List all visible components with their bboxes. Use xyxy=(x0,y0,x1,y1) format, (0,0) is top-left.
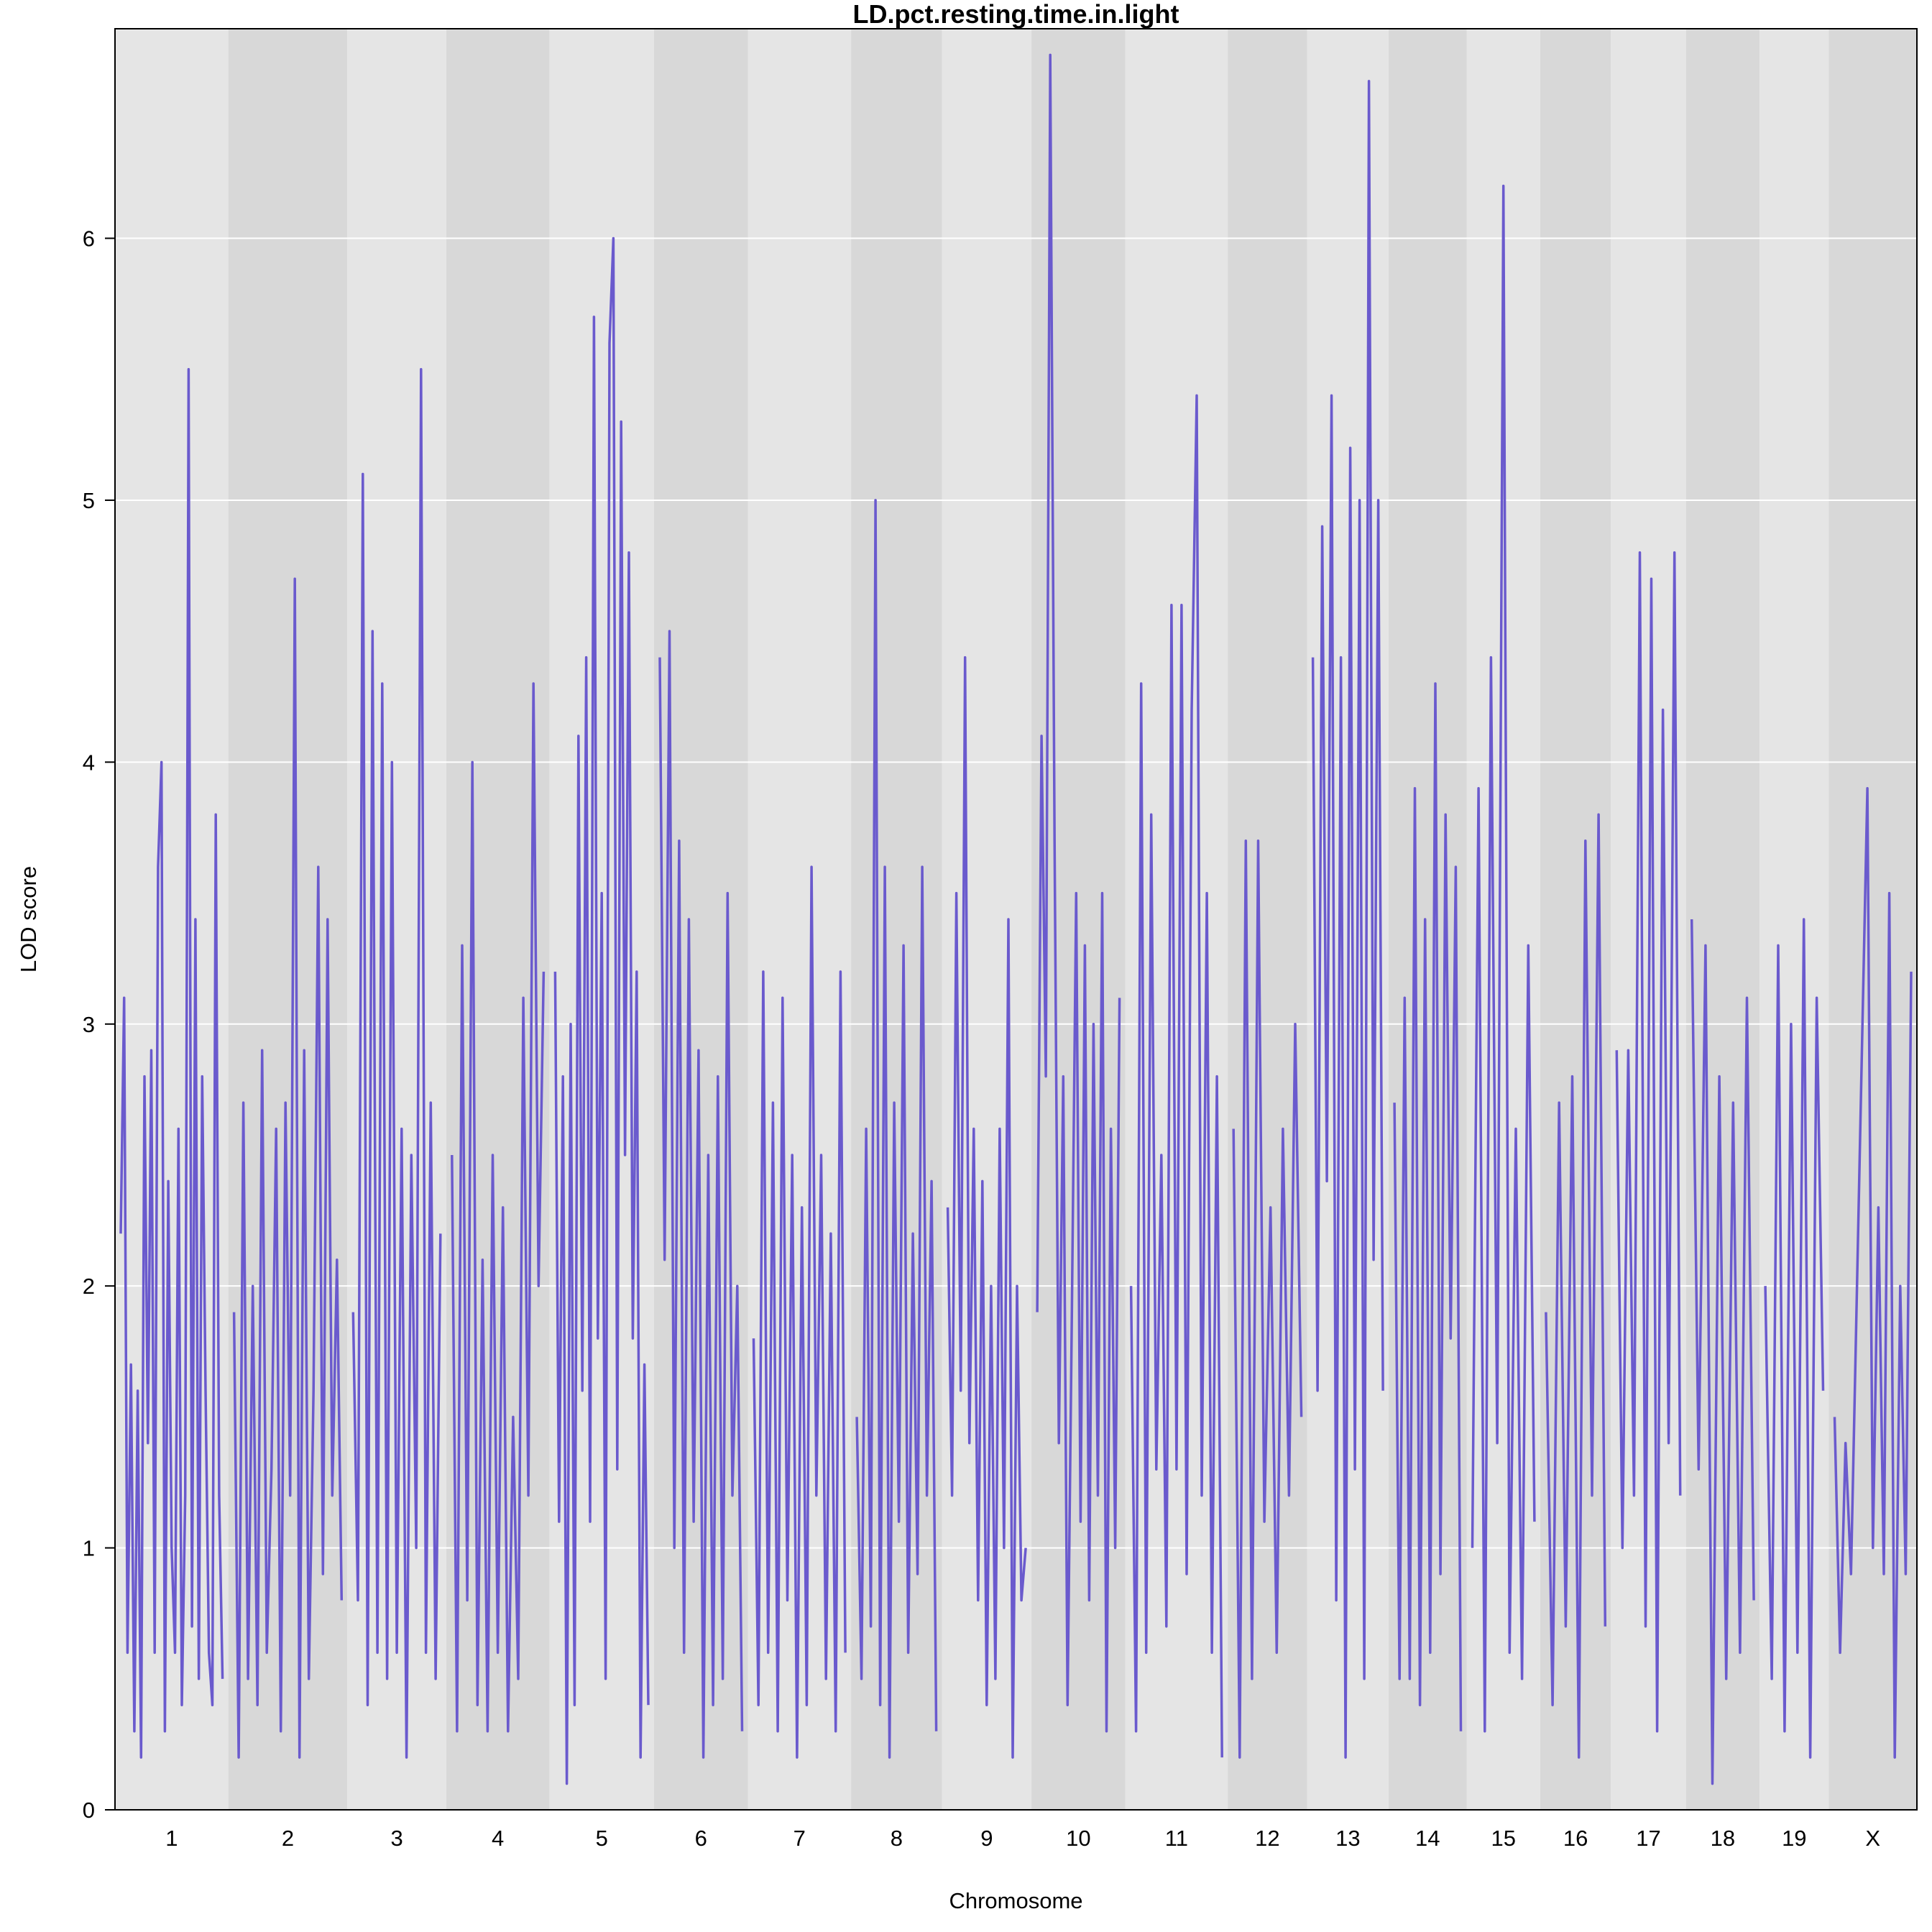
chromosome-band-12 xyxy=(1228,29,1307,1810)
x-tick-label-chr-18: 18 xyxy=(1711,1826,1735,1851)
lod-line-chr-18 xyxy=(1690,919,1755,1785)
y-tick-label: 6 xyxy=(83,226,95,252)
x-tick-label-chr-10: 10 xyxy=(1066,1826,1090,1851)
x-tick-label-chr-17: 17 xyxy=(1636,1826,1660,1851)
y-tick-label: 5 xyxy=(83,488,95,513)
chart-title: LD.pct.resting.time.in.light xyxy=(852,0,1179,29)
y-tick-label: 0 xyxy=(83,1798,95,1823)
x-tick-label-chr-11: 11 xyxy=(1165,1826,1188,1851)
lod-line-chr-9 xyxy=(946,656,1027,1759)
lod-line-chr-15 xyxy=(1471,184,1536,1733)
lod-line-chr-11 xyxy=(1129,394,1223,1758)
lod-line-chr-19 xyxy=(1764,918,1825,1759)
chromosome-band-19 xyxy=(1760,29,1829,1810)
y-tick-label: 1 xyxy=(83,1536,95,1561)
x-tick-label-chr-19: 19 xyxy=(1782,1826,1806,1851)
lod-line-chr-16 xyxy=(1545,813,1607,1759)
x-tick-label-chr-9: 9 xyxy=(980,1826,993,1851)
x-tick-label-chr-4: 4 xyxy=(492,1826,504,1851)
lod-line-chr-7 xyxy=(752,865,847,1759)
lod-line-chr-1 xyxy=(119,367,224,1759)
x-tick-label-chr-12: 12 xyxy=(1255,1826,1279,1851)
lod-line-chr-13 xyxy=(1311,80,1384,1759)
chromosome-band-8 xyxy=(851,29,942,1810)
x-tick-label-chr-14: 14 xyxy=(1415,1826,1440,1851)
lod-line-chr-12 xyxy=(1232,839,1303,1759)
lod-line-chr-3 xyxy=(351,367,442,1759)
x-tick-label-chr-15: 15 xyxy=(1491,1826,1515,1851)
x-tick-label-chr-16: 16 xyxy=(1563,1826,1588,1851)
lod-line-chr-8 xyxy=(855,499,938,1759)
x-tick-label-chr-3: 3 xyxy=(390,1826,402,1851)
lod-line-chr-17 xyxy=(1615,551,1682,1733)
x-tick-label-chr-1: 1 xyxy=(165,1826,178,1851)
lod-curve xyxy=(119,53,1913,1785)
lod-line-chr-10 xyxy=(1036,53,1121,1733)
lod-line-chr-14 xyxy=(1393,682,1463,1731)
x-tick-label-chr-5: 5 xyxy=(596,1826,608,1851)
x-tick-label-chr-13: 13 xyxy=(1335,1826,1360,1851)
y-tick-label: 2 xyxy=(83,1274,95,1299)
y-axis-title: LOD score xyxy=(16,866,41,972)
plot-frame xyxy=(114,28,1918,1811)
y-axis: 0 1 2 3 4 5 6 xyxy=(83,226,115,1823)
x-axis-title: Chromosome xyxy=(949,1888,1082,1913)
lod-line-chr-X xyxy=(1833,787,1913,1759)
y-tick-label: 3 xyxy=(83,1012,95,1037)
x-tick-label-chr-X: X xyxy=(1865,1826,1880,1851)
lod-line-chr-2 xyxy=(232,577,344,1759)
x-tick-label-chr-6: 6 xyxy=(695,1826,707,1851)
x-tick-label-chr-7: 7 xyxy=(794,1826,806,1851)
lod-line-chr-4 xyxy=(451,682,546,1733)
lod-line-chr-6 xyxy=(658,630,744,1759)
x-tick-label-chr-2: 2 xyxy=(282,1826,294,1851)
lod-line-chr-5 xyxy=(553,236,650,1785)
y-tick-label: 4 xyxy=(83,750,95,775)
x-axis: 1 2 3 4 5 6 7 8 9 10 11 12 13 14 15 16 17 18 19 X xyxy=(165,1826,1880,1851)
chromosome-band-18 xyxy=(1685,29,1760,1810)
x-tick-label-chr-8: 8 xyxy=(891,1826,903,1851)
